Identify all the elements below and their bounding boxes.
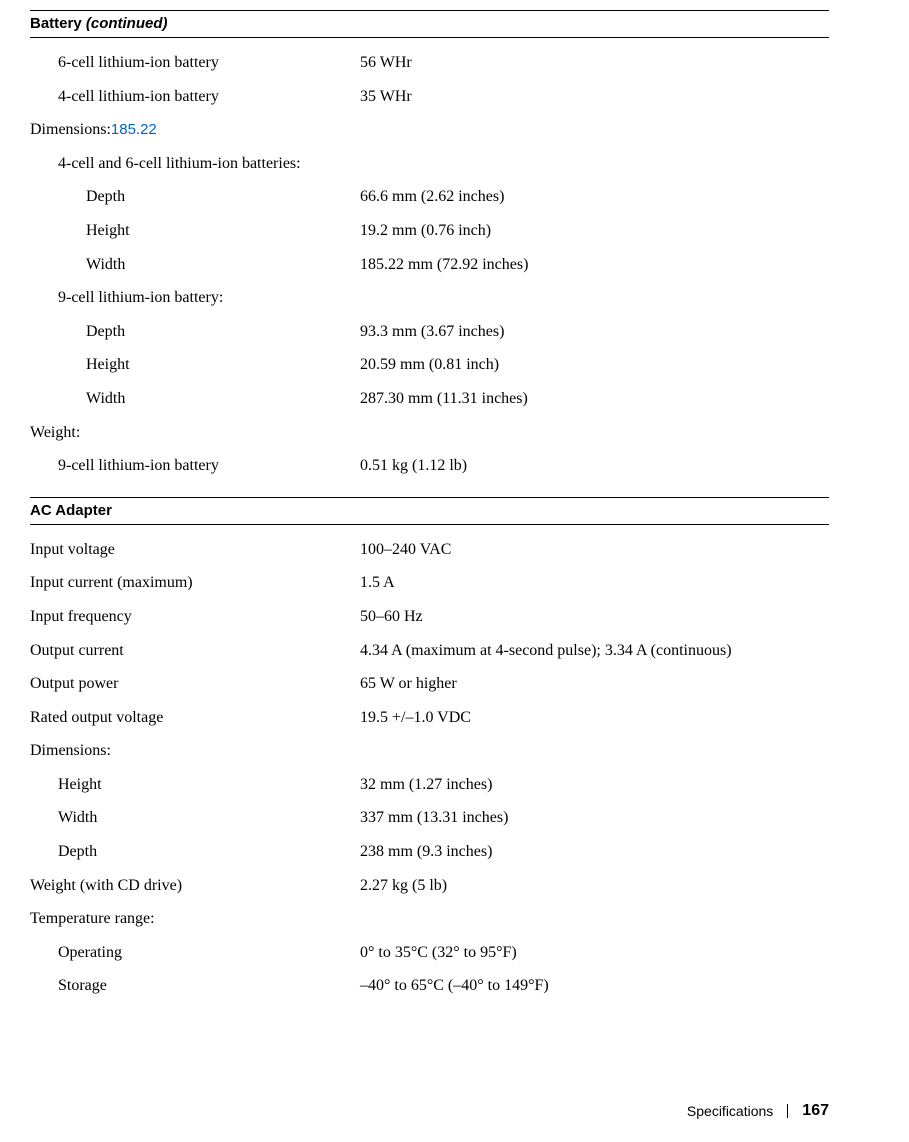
spec-value: 4.34 A (maximum at 4-second pulse); 3.34…	[360, 640, 829, 662]
spec-value: 20.59 mm (0.81 inch)	[360, 354, 829, 376]
spec-row: Width 337 mm (13.31 inches)	[30, 801, 829, 835]
spec-label: Storage	[30, 975, 360, 997]
spec-label: Width	[30, 254, 360, 276]
spec-value	[360, 422, 829, 444]
spec-label: Width	[30, 388, 360, 410]
spec-label: Input frequency	[30, 606, 360, 628]
spec-row-temp: Temperature range:	[30, 902, 829, 936]
spec-label: Input voltage	[30, 539, 360, 561]
section-header-battery: Battery (continued)	[30, 10, 829, 38]
spec-label: Temperature range:	[30, 908, 360, 930]
spec-label: Input current (maximum)	[30, 572, 360, 594]
spec-subheader: 9-cell lithium-ion battery:	[30, 281, 829, 315]
spec-row: Height 19.2 mm (0.76 inch)	[30, 214, 829, 248]
spec-row: Width 185.22 mm (72.92 inches)	[30, 248, 829, 282]
spec-label: Weight (with CD drive)	[30, 875, 360, 897]
section-title: AC Adapter	[30, 502, 112, 519]
spec-value: 0° to 35°C (32° to 95°F)	[360, 942, 829, 964]
dimensions-label: Dimensions:	[30, 121, 111, 138]
spec-label: Output power	[30, 673, 360, 695]
spec-label: Output current	[30, 640, 360, 662]
spec-row: Depth 93.3 mm (3.67 inches)	[30, 315, 829, 349]
spec-label: 9-cell lithium-ion battery:	[30, 287, 360, 309]
spec-value: 19.5 +/–1.0 VDC	[360, 707, 829, 729]
spec-label: Dimensions:	[30, 740, 360, 762]
spec-value: 56 WHr	[360, 52, 829, 74]
footer-page-number: 167	[802, 1102, 829, 1120]
section-continued: (continued)	[82, 15, 168, 32]
spec-value: 287.30 mm (11.31 inches)	[360, 388, 829, 410]
spec-value: 100–240 VAC	[360, 539, 829, 561]
section-header-ac-adapter: AC Adapter	[30, 497, 829, 525]
spec-label: Height	[30, 354, 360, 376]
spec-row: Input current (maximum) 1.5 A	[30, 566, 829, 600]
spec-value: 1.5 A	[360, 572, 829, 594]
spec-row-dimensions: Dimensions:185.22	[30, 113, 829, 147]
spec-row: 4-cell lithium-ion battery 35 WHr	[30, 80, 829, 114]
spec-row: Storage –40° to 65°C (–40° to 149°F)	[30, 969, 829, 1003]
spec-value: 185.22 mm (72.92 inches)	[360, 254, 829, 276]
spec-row: Width 287.30 mm (11.31 inches)	[30, 382, 829, 416]
footer-section: Specifications	[687, 1103, 773, 1119]
spec-label: Weight:	[30, 422, 360, 444]
spec-value: 93.3 mm (3.67 inches)	[360, 321, 829, 343]
spec-label: Depth	[30, 321, 360, 343]
spec-label: 4-cell and 6-cell lithium-ion batteries:	[30, 153, 360, 175]
spec-value: –40° to 65°C (–40° to 149°F)	[360, 975, 829, 997]
spec-value	[360, 287, 829, 309]
spec-value: 66.6 mm (2.62 inches)	[360, 186, 829, 208]
spec-value: 65 W or higher	[360, 673, 829, 695]
spec-row-dimensions: Dimensions:	[30, 734, 829, 768]
spec-value: 337 mm (13.31 inches)	[360, 807, 829, 829]
spec-label: Depth	[30, 841, 360, 863]
spec-value: 50–60 Hz	[360, 606, 829, 628]
page-footer: Specifications 167	[687, 1102, 829, 1120]
spec-label: 6-cell lithium-ion battery	[30, 52, 360, 74]
spec-value	[360, 740, 829, 762]
spec-label: Dimensions:185.22	[30, 119, 360, 141]
spec-row: Weight (with CD drive) 2.27 kg (5 lb)	[30, 869, 829, 903]
section-spacer	[30, 483, 829, 497]
spec-row: Height 20.59 mm (0.81 inch)	[30, 348, 829, 382]
spec-row: 9-cell lithium-ion battery 0.51 kg (1.12…	[30, 449, 829, 483]
spec-label: 4-cell lithium-ion battery	[30, 86, 360, 108]
spec-value	[360, 153, 829, 175]
spec-label: Height	[30, 220, 360, 242]
spec-value: 0.51 kg (1.12 lb)	[360, 455, 829, 477]
spec-row: Rated output voltage 19.5 +/–1.0 VDC	[30, 701, 829, 735]
spec-label: Height	[30, 774, 360, 796]
footer-separator	[787, 1104, 788, 1118]
spec-value: 35 WHr	[360, 86, 829, 108]
spec-row: 6-cell lithium-ion battery 56 WHr	[30, 46, 829, 80]
spec-label: Width	[30, 807, 360, 829]
spec-label: Depth	[30, 186, 360, 208]
spec-value	[360, 119, 829, 141]
section-title: Battery	[30, 15, 82, 32]
spec-row: Input voltage 100–240 VAC	[30, 533, 829, 567]
spec-subheader: 4-cell and 6-cell lithium-ion batteries:	[30, 147, 829, 181]
spec-row: Depth 238 mm (9.3 inches)	[30, 835, 829, 869]
spec-label: Operating	[30, 942, 360, 964]
spec-value: 32 mm (1.27 inches)	[360, 774, 829, 796]
spec-value	[360, 908, 829, 930]
spec-row: Output current 4.34 A (maximum at 4-seco…	[30, 634, 829, 668]
spec-row: Depth 66.6 mm (2.62 inches)	[30, 180, 829, 214]
spec-row-weight: Weight:	[30, 416, 829, 450]
spec-row: Height 32 mm (1.27 inches)	[30, 768, 829, 802]
spec-value: 238 mm (9.3 inches)	[360, 841, 829, 863]
spec-row: Output power 65 W or higher	[30, 667, 829, 701]
spec-row: Input frequency 50–60 Hz	[30, 600, 829, 634]
spec-label: 9-cell lithium-ion battery	[30, 455, 360, 477]
spec-value: 2.27 kg (5 lb)	[360, 875, 829, 897]
spec-row: Operating 0° to 35°C (32° to 95°F)	[30, 936, 829, 970]
spec-label: Rated output voltage	[30, 707, 360, 729]
spec-value: 19.2 mm (0.76 inch)	[360, 220, 829, 242]
dimensions-link[interactable]: 185.22	[111, 121, 157, 138]
